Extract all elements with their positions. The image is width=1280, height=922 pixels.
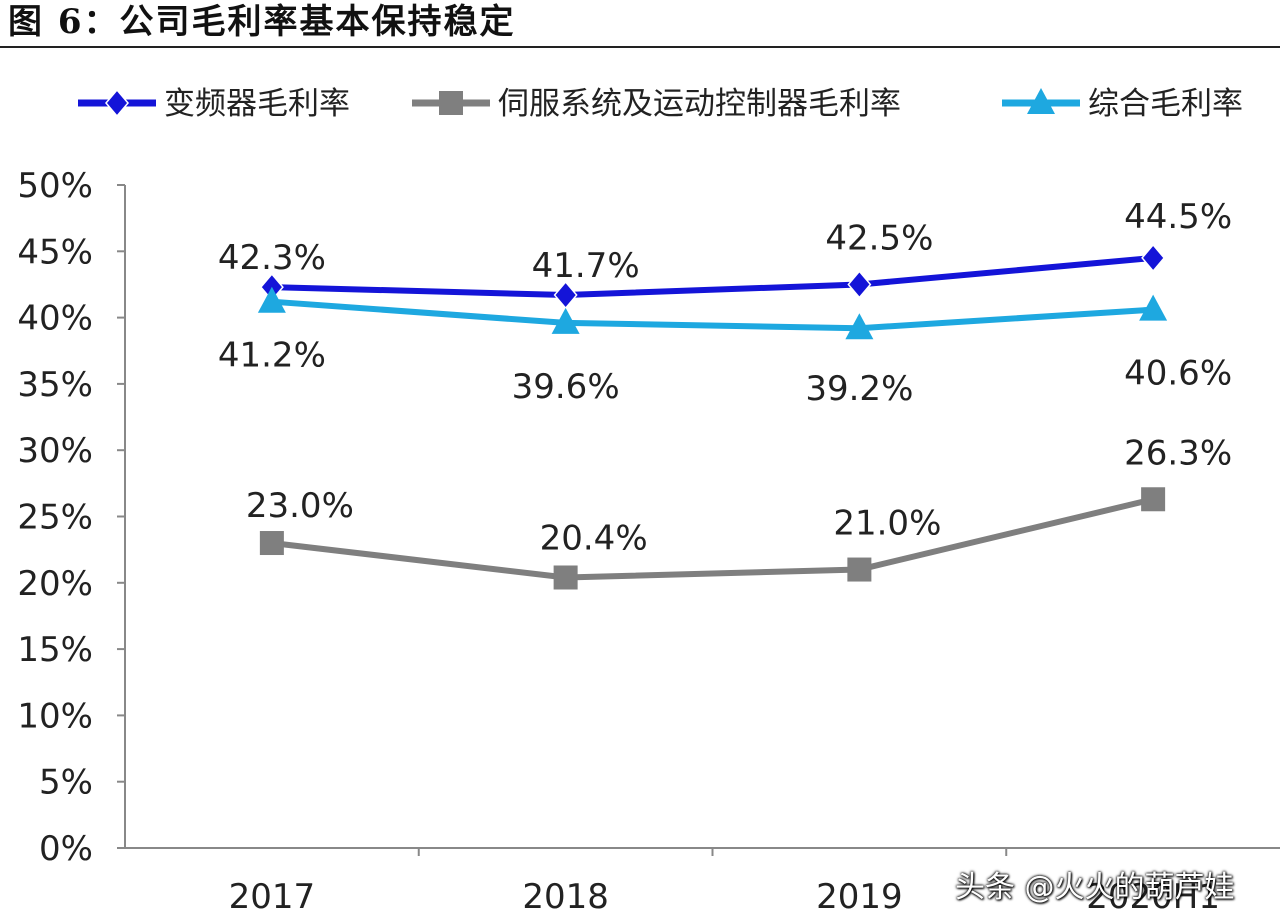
series-2-point bbox=[259, 531, 284, 556]
series-1-point bbox=[1141, 243, 1166, 273]
y-tick-label: 10% bbox=[17, 696, 93, 736]
legend-label: 伺服系统及运动控制器毛利率 bbox=[498, 86, 901, 122]
watermark-text: 头条 @火火的葫芦娃 bbox=[955, 870, 1235, 905]
series-line-3 bbox=[271, 298, 1154, 332]
series-1-point bbox=[847, 270, 872, 299]
legend-marker bbox=[105, 88, 129, 118]
series-2-point bbox=[1141, 487, 1166, 512]
series-2-data-label: 20.4% bbox=[540, 518, 648, 558]
series-3-data-label: 39.2% bbox=[805, 369, 913, 409]
x-tick-label: 2017 bbox=[229, 877, 316, 917]
series-3-point bbox=[1139, 294, 1168, 321]
series-1-data-label: 41.7% bbox=[532, 246, 640, 286]
title-divider bbox=[0, 46, 1280, 48]
series-3-data-label: 40.6% bbox=[1124, 354, 1232, 394]
x-tick-label: 2018 bbox=[522, 877, 609, 917]
series-3-point bbox=[257, 286, 286, 313]
series-1-data-label: 42.3% bbox=[218, 238, 326, 278]
series-2-data-label: 21.0% bbox=[833, 504, 941, 544]
series-2-data-label: 23.0% bbox=[246, 486, 354, 526]
series-3-data-label: 41.2% bbox=[218, 336, 326, 376]
series-2-point bbox=[847, 557, 872, 582]
series-2-point bbox=[553, 565, 578, 590]
y-tick-label: 40% bbox=[17, 299, 93, 339]
legend-marker bbox=[439, 91, 463, 115]
y-tick-label: 25% bbox=[17, 498, 93, 538]
y-tick-label: 35% bbox=[17, 365, 93, 405]
series-line-1 bbox=[271, 254, 1154, 299]
legend-label: 变频器毛利率 bbox=[164, 86, 350, 122]
y-tick-label: 45% bbox=[17, 232, 93, 272]
y-tick-label: 15% bbox=[17, 630, 93, 670]
series-3-point bbox=[845, 313, 874, 340]
series-3-point bbox=[551, 307, 580, 334]
legend-marker bbox=[1027, 88, 1055, 114]
y-tick-label: 30% bbox=[17, 431, 93, 471]
x-tick-label: 2020H1 bbox=[1086, 877, 1220, 917]
series-1-data-label: 42.5% bbox=[825, 218, 933, 258]
series-line-2 bbox=[271, 496, 1154, 581]
series-2-data-label: 26.3% bbox=[1124, 433, 1232, 473]
y-tick-label: 5% bbox=[39, 763, 93, 803]
x-tick-label: 2019 bbox=[816, 877, 903, 917]
y-tick-label: 20% bbox=[17, 564, 93, 604]
legend-label: 综合毛利率 bbox=[1088, 86, 1243, 122]
series-1-data-label: 44.5% bbox=[1124, 197, 1232, 237]
figure-title: 图 6：公司毛利率基本保持稳定 bbox=[8, 2, 516, 42]
y-tick-label: 50% bbox=[17, 166, 93, 206]
series-3-data-label: 39.6% bbox=[512, 367, 620, 407]
y-tick-label: 0% bbox=[39, 829, 93, 869]
